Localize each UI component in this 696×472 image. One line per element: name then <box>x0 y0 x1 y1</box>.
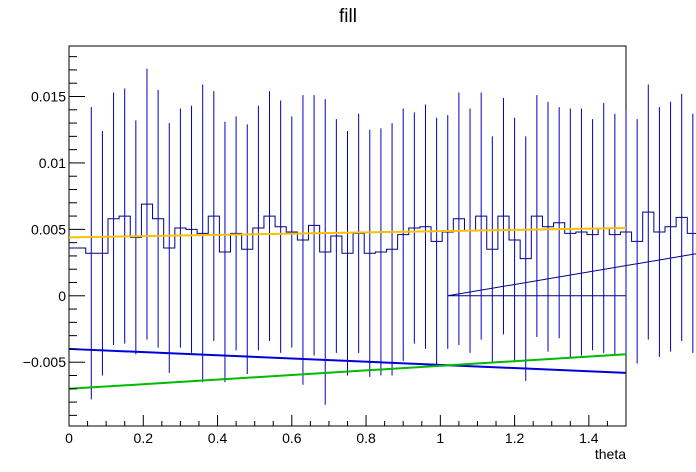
series-line-2 <box>68 347 627 374</box>
x-axis-title: theta <box>595 446 626 462</box>
y-tick-label: 0.01 <box>39 155 66 171</box>
x-tick-label: 1.4 <box>579 430 599 446</box>
y-tick-label: 0.015 <box>31 88 66 104</box>
histogram-line <box>69 203 696 297</box>
y-tick-label: 0 <box>58 288 66 304</box>
x-tick-label: 0.8 <box>356 430 376 446</box>
x-tick-label: 0.4 <box>208 430 228 446</box>
x-tick-label: 0.2 <box>134 430 154 446</box>
x-tick-label: 1 <box>436 430 444 446</box>
series-line-3 <box>68 353 627 390</box>
x-tick-label: 0 <box>65 430 73 446</box>
x-tick-label: 0.6 <box>282 430 302 446</box>
chart-title: fill <box>339 6 357 27</box>
x-tick-label: 1.2 <box>505 430 525 446</box>
y-tick-label: −0.005 <box>23 354 66 370</box>
series-line-1 <box>68 227 627 239</box>
y-tick-label: 0.005 <box>31 221 66 237</box>
